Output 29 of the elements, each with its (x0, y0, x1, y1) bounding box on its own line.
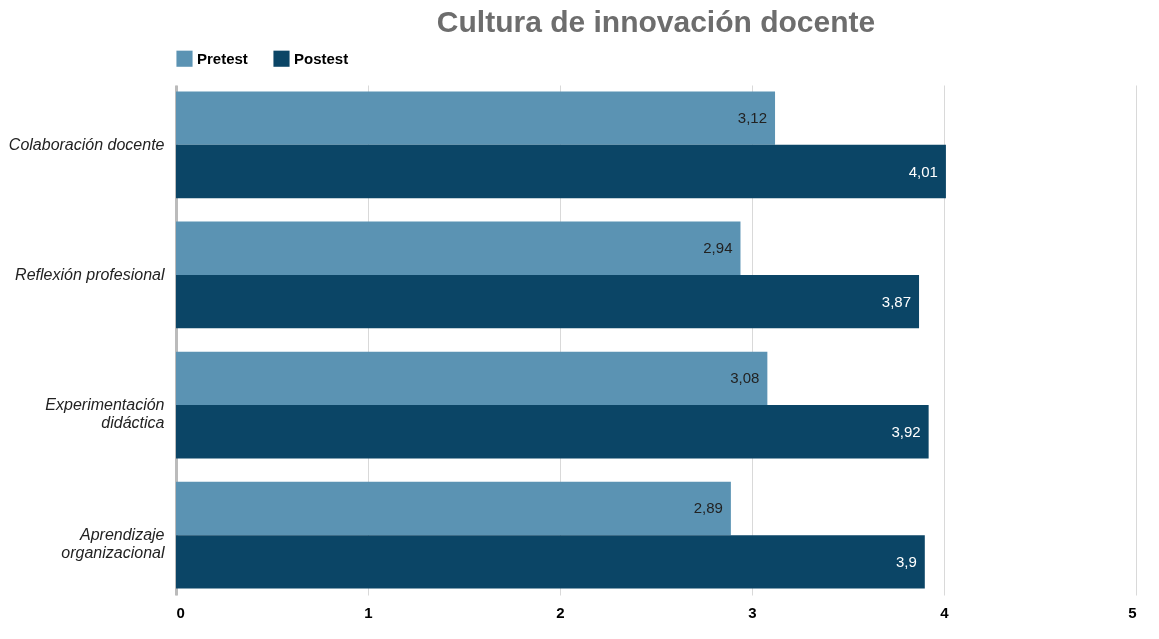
data-label: 3,12 (737, 109, 768, 127)
y-tick-label: Aprendizaje organizacional (61, 526, 165, 562)
x-tick-label: 4 (940, 603, 950, 621)
x-tick-label: 1 (364, 603, 373, 621)
data-label: 2,89 (693, 499, 723, 517)
x-tick-label: 0 (176, 603, 185, 621)
data-label: 2,94 (703, 239, 733, 257)
bar (176, 144, 946, 199)
bar (176, 405, 929, 459)
y-tick-label: Reflexión profesional (15, 265, 165, 283)
x-tick-label: 5 (1128, 603, 1137, 621)
legend-label: Postest (294, 49, 349, 67)
x-tick-label: 2 (556, 603, 565, 621)
legend-label: Pretest (197, 49, 248, 67)
data-label: 3,87 (881, 292, 912, 310)
data-label: 3,92 (891, 422, 921, 440)
bar (176, 221, 741, 275)
bar (176, 274, 920, 329)
bar (176, 91, 776, 145)
data-label: 3,9 (895, 552, 917, 570)
y-tick-label: Colaboración docente (8, 135, 165, 153)
data-label: 3,08 (730, 369, 760, 387)
y-tick-label: Experimentación didáctica (45, 396, 165, 432)
bar (176, 351, 768, 406)
chart-title: Cultura de innovación docente (436, 5, 876, 38)
data-label: 4,01 (908, 162, 938, 180)
bar (176, 481, 731, 536)
x-tick-label: 3 (748, 603, 757, 621)
bar (176, 535, 925, 589)
